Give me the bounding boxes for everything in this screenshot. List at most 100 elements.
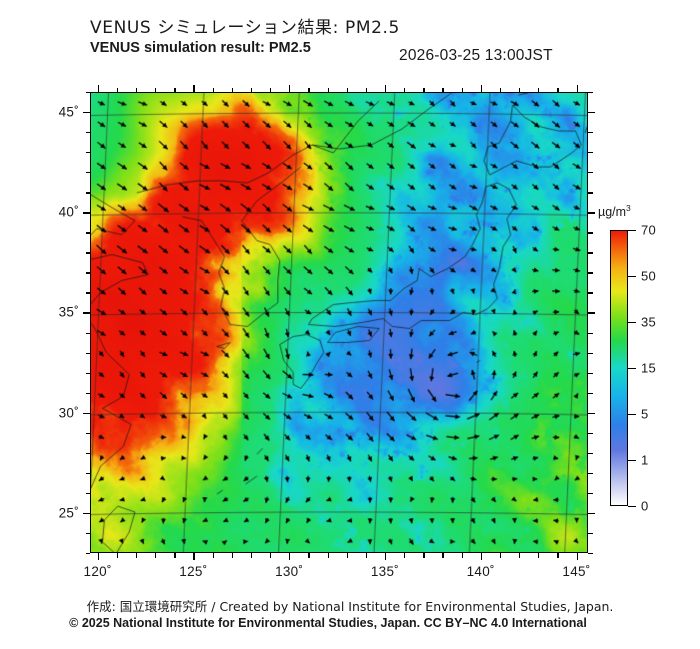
lat-tick-minor (588, 452, 593, 455)
lon-tick-minor (557, 87, 559, 92)
lat-axis-label: 30˚ (58, 405, 79, 421)
pm25-heatmap-canvas (91, 93, 587, 552)
lat-axis-label: 45˚ (58, 104, 79, 120)
lon-tick-major (97, 85, 99, 92)
colorbar-gradient (610, 230, 628, 506)
pm25-map[interactable] (90, 92, 588, 553)
lon-tick-minor (461, 87, 463, 92)
colorbar-tick (628, 230, 636, 232)
lat-tick-minor (85, 472, 90, 475)
lon-tick-minor (155, 87, 157, 92)
lat-tick-minor (85, 132, 90, 134)
lon-tick-major (576, 85, 578, 92)
page-title-japanese: VENUS シミュレーション結果: PM2.5 (90, 18, 400, 38)
lat-tick-minor (85, 532, 90, 535)
lat-tick-minor (85, 192, 90, 194)
colorbar-tick-label: 50 (641, 268, 657, 284)
lon-tick-minor (499, 87, 502, 92)
lat-tick-minor (588, 532, 593, 535)
colorbar: µg/m3 70 50 35 15 5 1 0 (598, 203, 690, 514)
lon-axis-label: 145˚ (562, 564, 591, 579)
lon-axis-label: 120˚ (83, 564, 112, 579)
lat-tick-minor (85, 232, 90, 234)
lon-tick-minor (423, 87, 425, 92)
lon-tick-minor (270, 87, 272, 92)
lat-tick-minor (588, 392, 593, 394)
lon-tick-minor (404, 553, 406, 558)
lat-tick-minor (588, 332, 593, 334)
lat-tick-minor (588, 252, 593, 254)
lon-tick-major (193, 85, 195, 92)
lat-tick-minor (588, 492, 593, 495)
lon-tick-minor (308, 553, 310, 558)
lat-tick-minor (588, 432, 593, 435)
lon-tick-major (384, 553, 387, 560)
lat-tick-major (588, 212, 595, 214)
lat-tick-minor (85, 372, 90, 374)
lat-tick-major (588, 112, 595, 114)
lat-tick-minor (85, 272, 90, 274)
lat-tick-minor (85, 292, 90, 294)
lat-tick-minor (85, 252, 90, 254)
map-axes: 45˚ 40˚ 35˚ 30˚ 25˚ 120˚ 125˚ 130˚ 135˚ 140˚ 145˚ (59, 85, 595, 579)
lon-tick-minor (519, 87, 521, 92)
lat-tick-minor (85, 92, 90, 94)
lat-tick-minor (85, 452, 90, 455)
lon-tick-major (576, 553, 578, 560)
lat-tick-major (588, 312, 595, 314)
colorbar-tick-label: 15 (641, 360, 657, 376)
lat-tick-major (83, 412, 90, 414)
lon-tick-minor (365, 553, 368, 558)
lat-axis-label: 35˚ (58, 304, 79, 320)
lon-tick-minor (365, 87, 368, 92)
lat-tick-minor (85, 492, 90, 495)
lon-tick-major (480, 85, 483, 92)
lat-tick-minor (588, 132, 593, 134)
lat-tick-major (83, 512, 90, 515)
lon-tick-minor (308, 87, 310, 92)
colorbar-tick-label: 35 (641, 314, 657, 330)
timestamp-label: 2026-03-25 13:00JST (399, 47, 553, 64)
lon-tick-minor (116, 87, 119, 92)
lon-axis-label: 135˚ (370, 564, 400, 579)
lon-tick-minor (155, 553, 157, 558)
page-title-english: VENUS simulation result: PM2.5 (90, 40, 311, 56)
lon-tick-minor (270, 553, 272, 558)
lon-tick-minor (442, 87, 444, 92)
lat-tick-minor (588, 92, 593, 94)
lat-tick-major (83, 212, 90, 214)
colorbar-tick (628, 368, 636, 370)
lat-tick-minor (588, 472, 593, 475)
colorbar-unit-exponent: 3 (626, 203, 631, 213)
lon-tick-minor (461, 553, 463, 558)
lon-tick-major (480, 553, 483, 560)
lon-tick-minor (174, 87, 176, 92)
lat-tick-minor (85, 172, 90, 174)
lon-tick-minor (174, 553, 176, 558)
lat-tick-minor (588, 292, 593, 294)
colorbar-tick-label: 70 (641, 222, 657, 238)
lon-axis-label: 130˚ (275, 564, 304, 579)
lat-tick-minor (85, 553, 90, 555)
lon-tick-minor (538, 553, 540, 558)
lon-tick-minor (327, 87, 329, 92)
lon-tick-minor (538, 87, 540, 92)
lon-axis-label: 140˚ (466, 564, 495, 579)
lon-tick-major (384, 85, 387, 92)
colorbar-tick (628, 276, 636, 278)
colorbar-tick (628, 322, 636, 324)
lat-tick-minor (588, 272, 593, 274)
attribution-line-japanese: 作成: 国立環境研究所 / Created by National Instit… (86, 599, 614, 614)
lon-tick-minor (250, 87, 253, 92)
lon-tick-minor (499, 553, 502, 558)
lat-tick-minor (588, 152, 593, 154)
lon-tick-minor (250, 553, 253, 558)
lat-tick-minor (85, 332, 90, 334)
lat-tick-minor (85, 392, 90, 394)
lon-tick-minor (442, 553, 444, 558)
colorbar-tick-label: 1 (641, 452, 649, 468)
lat-tick-major (588, 412, 595, 414)
lat-tick-minor (588, 192, 593, 194)
lat-tick-minor (588, 553, 593, 555)
lat-tick-minor (588, 372, 593, 374)
